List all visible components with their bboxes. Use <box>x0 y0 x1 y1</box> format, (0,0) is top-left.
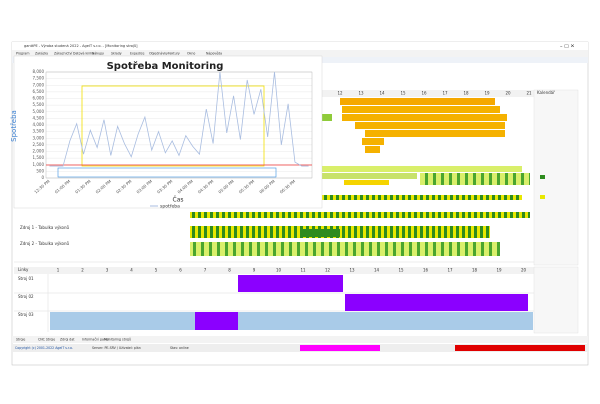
row-label: Zdroj 1 - Tabulka výkonů <box>20 225 69 230</box>
timeline-label: 19 <box>496 268 502 273</box>
timeline-label: 14 <box>374 268 380 273</box>
y-axis-label: Spotřeba <box>10 110 18 142</box>
window-controls[interactable]: – ▢ ✕ <box>560 44 575 50</box>
tab-bar: Stroje CNC Stroje Zdroj dat Informační pane… <box>12 336 588 343</box>
timeline-label: 14 <box>379 91 385 96</box>
legend-label: spotřeba <box>160 203 180 210</box>
timeline-label: 13 <box>349 268 355 273</box>
timeline-label: 11 <box>300 268 306 273</box>
gantt-lower <box>14 266 579 334</box>
menu-item[interactable]: Nákupy <box>92 52 104 56</box>
range-box <box>57 167 277 178</box>
timeline-label: 17 <box>442 91 448 96</box>
x-axis-label: Čas <box>173 197 184 204</box>
y-tick-label: 5,000 <box>33 109 45 114</box>
y-tick-label: 3,500 <box>33 129 45 134</box>
y-tick-label: 4,500 <box>33 115 45 120</box>
y-tick-label: 1,000 <box>33 162 45 167</box>
status-indicator <box>300 345 380 351</box>
y-tick-label: 7,000 <box>33 82 45 87</box>
plot-frame <box>45 71 313 179</box>
timeline-label: 8 <box>228 268 231 273</box>
status-text: Stav: online <box>170 346 189 350</box>
menu-item[interactable]: Okno <box>187 52 195 56</box>
row-label: Zdroj 2 - Tabulka výkonů <box>20 241 69 246</box>
timeline-label: 18 <box>463 91 469 96</box>
tab[interactable]: Zdroj dat <box>60 338 75 342</box>
timeline-label: 10 <box>276 268 282 273</box>
y-tick-label: 2,000 <box>33 149 45 154</box>
tab[interactable]: Stroje <box>16 338 25 342</box>
data-line <box>49 71 309 167</box>
tab[interactable]: Monitoring strojů <box>104 338 131 342</box>
y-tick-label: 5,500 <box>33 102 45 107</box>
menu-item[interactable]: Datová kniha <box>73 52 94 56</box>
gantt-upper: 12 13 14 15 16 17 18 19 20 21 <box>14 89 579 266</box>
menu-item[interactable]: Expedice <box>130 52 145 56</box>
lower-row-label: Stroj 03 <box>18 312 34 317</box>
timeline-label: 1 <box>57 268 60 273</box>
y-tick-label: 6,500 <box>33 89 45 94</box>
timeline-label: 20 <box>521 268 527 273</box>
timeline-label: 6 <box>179 268 182 273</box>
timeline-label: 4 <box>130 268 133 273</box>
status-text: Server: PE-SRV / Uživatel: plán <box>92 346 141 350</box>
menu-item[interactable]: Zákaznictví <box>54 52 72 56</box>
y-tick-label: 8,000 <box>33 69 45 74</box>
highlight-box <box>81 85 265 167</box>
tab[interactable]: CNC Stroje <box>38 338 55 342</box>
chart-title: Spotřeba Monitoring <box>107 60 224 72</box>
menu-item[interactable]: Nápověda <box>206 52 222 56</box>
y-tick-label: 1,500 <box>33 155 45 160</box>
timeline-label: 5 <box>155 268 158 273</box>
chart: Spotřeba Monitoring Spotřeba Čas 0 5001,0… <box>10 55 323 210</box>
menu-item[interactable]: Objednávky <box>149 52 168 56</box>
tab[interactable]: Informační panel <box>82 338 109 342</box>
timeline-label: 16 <box>423 268 429 273</box>
menu-item[interactable]: Sklady <box>111 52 122 56</box>
lower-row-label: Stroj 01 <box>18 276 34 281</box>
timeline-label: 17 <box>447 268 453 273</box>
y-tick-label: 6,000 <box>33 96 45 101</box>
timeline-label: 19 <box>484 91 490 96</box>
timeline-label: 9 <box>253 268 256 273</box>
lower-row-label: Stroj 02 <box>18 294 34 299</box>
title-bar <box>12 42 588 50</box>
timeline-label: 20 <box>505 91 511 96</box>
y-tick-label: 3,000 <box>33 135 45 140</box>
timeline-label: 16 <box>421 91 427 96</box>
y-tick-label: 500 <box>36 168 44 173</box>
menu-bar: Program Zakázky Zákaznictví Datová knihaNák… <box>12 50 588 57</box>
menu-item[interactable]: Program <box>16 52 29 56</box>
timeline-label: 12 <box>325 268 331 273</box>
menu-item[interactable]: Faktury <box>168 52 180 56</box>
timeline-label: 12 <box>337 91 343 96</box>
y-tick-label: 0 <box>41 175 44 180</box>
y-tick-label: 4,000 <box>33 122 45 127</box>
y-tick-label: 2,500 <box>33 142 45 147</box>
timeline-label: 15 <box>398 268 404 273</box>
menu-item[interactable]: Zakázky <box>35 52 48 56</box>
timeline-label: 21 <box>526 91 532 96</box>
timeline-label: 3 <box>106 268 109 273</box>
timeline-label: 13 <box>358 91 364 96</box>
y-tick-label: 7,500 <box>33 76 45 81</box>
status-indicator <box>455 345 585 351</box>
timeline-label: 7 <box>204 268 207 273</box>
side-header: Kalendář <box>537 90 555 95</box>
timeline-label: 15 <box>400 91 406 96</box>
timeline-label: 2 <box>81 268 84 273</box>
timeline-label: 18 <box>472 268 478 273</box>
status-text: Copyright (c) 2001-2022 AgeIT s.r.o. <box>15 346 73 350</box>
window-title: ganttPE - Výroba studená 2022 - AgeIT s.… <box>24 44 138 48</box>
lower-header: Linky <box>18 267 29 272</box>
